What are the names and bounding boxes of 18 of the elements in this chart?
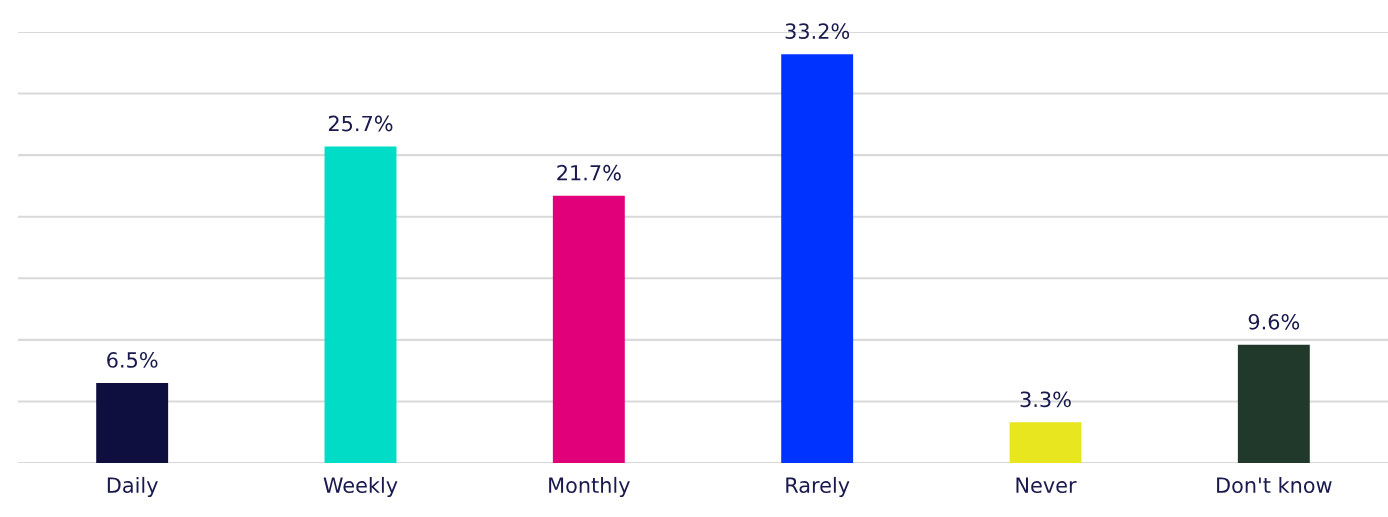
x-tick-label: Daily [107,476,158,498]
data-label: 33.2% [785,23,850,40]
data-label: 6.5% [107,352,158,368]
bar [1237,344,1310,463]
x-tick-label: Don't know [1217,476,1332,494]
data-label: 9.6% [1248,313,1300,330]
x-tick-label: Rarely [786,476,850,498]
bar [96,382,169,463]
bar [552,195,625,463]
data-label: 3.3% [1020,391,1071,408]
x-tick-label: Monthly [549,476,630,498]
x-tick-label: Never [1016,477,1077,494]
data-label: 21.7% [557,164,621,181]
bar [324,146,397,463]
bar [1009,422,1082,463]
bar [781,54,854,463]
x-tick-label: Weekly [323,476,398,498]
data-label: 25.7% [328,115,393,132]
